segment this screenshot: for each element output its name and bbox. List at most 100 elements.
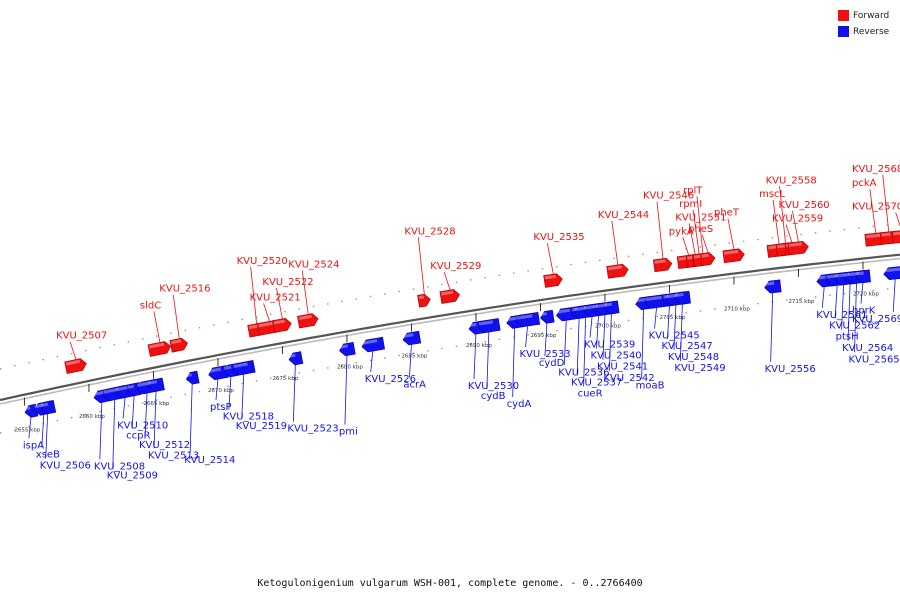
gene-label[interactable]: KVU_2540: [591, 351, 642, 362]
gene-label[interactable]: KVU_2546: [643, 191, 694, 202]
gene-feature[interactable]: [40, 400, 57, 415]
gene-label[interactable]: KVU_2513: [148, 450, 199, 461]
gene-feature[interactable]: [722, 248, 745, 264]
gene-feature[interactable]: [127, 382, 143, 397]
gene-label[interactable]: pheS: [688, 224, 713, 235]
gene-label[interactable]: KVU_2512: [139, 440, 190, 451]
gene-feature[interactable]: [24, 403, 39, 418]
gene-label[interactable]: KVU_2548: [668, 352, 719, 363]
gene-label[interactable]: KVU_2530: [468, 381, 519, 392]
gene-label[interactable]: KVU_2506: [40, 461, 91, 472]
gene-label[interactable]: cueR: [578, 389, 603, 400]
gene-feature[interactable]: [297, 313, 319, 329]
gene-feature[interactable]: [468, 320, 485, 335]
gene-label[interactable]: pmi: [339, 427, 358, 438]
gene-feature[interactable]: [147, 340, 172, 357]
gene-feature[interactable]: [816, 273, 833, 288]
gene-label[interactable]: KVU_2516: [159, 284, 210, 295]
gene-label[interactable]: KVU_2558: [766, 175, 817, 186]
gene-label[interactable]: KVU_2528: [404, 226, 455, 237]
gene-label[interactable]: KVU_2523: [287, 424, 338, 435]
gene-feature[interactable]: [604, 300, 620, 315]
gene-label[interactable]: KVU_2537: [571, 377, 622, 388]
gene-feature[interactable]: [338, 341, 356, 357]
gene-feature[interactable]: [556, 306, 578, 322]
gene-label[interactable]: KVU_2565: [849, 354, 900, 365]
gene-label[interactable]: pckA: [852, 178, 877, 189]
gene-feature[interactable]: [439, 289, 461, 304]
gene-label[interactable]: KVU_2519: [236, 421, 287, 432]
gene-label[interactable]: ptsH: [836, 332, 859, 343]
gene-feature[interactable]: [543, 273, 564, 288]
gene-label[interactable]: KVU_2549: [674, 363, 725, 374]
gene-label[interactable]: KVU_2520: [237, 256, 288, 267]
gene-label[interactable]: rpmI: [679, 199, 702, 210]
gene-label[interactable]: KVU_2522: [262, 277, 313, 288]
gene-label[interactable]: KVU_2569: [852, 314, 900, 325]
gene-label[interactable]: rplT: [683, 186, 703, 197]
gene-label[interactable]: KVU_2521: [250, 292, 301, 303]
gene-label[interactable]: KVU_2507: [56, 331, 107, 342]
gene-feature[interactable]: [855, 269, 871, 284]
gene-feature[interactable]: [208, 365, 229, 381]
gene-feature[interactable]: [417, 293, 432, 308]
gene-label[interactable]: KVU_2544: [598, 210, 649, 221]
gene-label[interactable]: hprK: [852, 306, 876, 317]
gene-label[interactable]: KVU_2542: [603, 373, 654, 384]
gene-label[interactable]: mscL: [759, 189, 785, 200]
gene-feature[interactable]: [764, 279, 782, 294]
gene-feature[interactable]: [478, 318, 501, 334]
gene-feature[interactable]: [147, 377, 165, 393]
gene-feature[interactable]: [674, 290, 691, 305]
gene-feature[interactable]: [232, 360, 256, 376]
gene-label[interactable]: KVU_2526: [365, 374, 416, 385]
gene-feature[interactable]: [515, 312, 541, 328]
gene-label[interactable]: KVU_2559: [772, 214, 823, 225]
gene-label[interactable]: moaB: [636, 380, 665, 391]
gene-feature[interactable]: [288, 351, 304, 366]
gene-label[interactable]: sldC: [140, 301, 161, 312]
gene-label[interactable]: xseB: [36, 450, 60, 461]
gene-label[interactable]: KVU_2570: [852, 202, 900, 213]
gene-label[interactable]: KVU_2560: [779, 200, 830, 211]
gene-feature[interactable]: [606, 263, 629, 279]
gene-label[interactable]: KVU_2551: [675, 213, 726, 224]
gene-label[interactable]: ispA: [23, 440, 44, 451]
gene-label[interactable]: KVU_2509: [107, 471, 158, 482]
gene-label[interactable]: KVU_2541: [597, 362, 648, 373]
gene-label[interactable]: KVU_2547: [662, 341, 713, 352]
gene-label[interactable]: pykA: [669, 226, 694, 237]
gene-label[interactable]: KVU_2510: [117, 421, 168, 432]
gene-label[interactable]: KVU_2508: [94, 461, 145, 472]
gene-label[interactable]: ptsP: [210, 402, 232, 413]
gene-label[interactable]: KVU_2535: [533, 232, 584, 243]
gene-label[interactable]: KVU_2568: [852, 164, 900, 175]
gene-label[interactable]: KVU_2518: [223, 412, 274, 423]
gene-feature[interactable]: [185, 370, 200, 385]
gene-label[interactable]: KVU_2514: [184, 455, 235, 466]
gene-label[interactable]: pheT: [714, 208, 740, 219]
gene-feature[interactable]: [883, 265, 900, 281]
gene-label[interactable]: KVU_2529: [430, 261, 481, 272]
gene-label[interactable]: ccpR: [126, 431, 150, 442]
gene-label[interactable]: cydA: [507, 399, 532, 410]
gene-feature[interactable]: [652, 257, 673, 273]
gene-feature[interactable]: [891, 229, 900, 244]
gene-label[interactable]: KVU_2539: [584, 340, 635, 351]
gene-feature[interactable]: [787, 240, 809, 256]
gene-label[interactable]: cydB: [481, 391, 506, 402]
gene-label[interactable]: KVU_2564: [842, 343, 893, 354]
gene-feature[interactable]: [64, 358, 88, 374]
gene-feature[interactable]: [361, 336, 386, 353]
gene-feature[interactable]: [540, 309, 555, 324]
gene-label[interactable]: acrA: [403, 380, 426, 391]
gene-feature[interactable]: [402, 330, 422, 346]
gene-feature[interactable]: [169, 337, 189, 353]
gene-feature[interactable]: [272, 317, 292, 333]
gene-label[interactable]: KVU_2562: [829, 320, 880, 331]
gene-label[interactable]: KVU_2524: [288, 259, 339, 270]
gene-feature[interactable]: [700, 252, 716, 266]
gene-label[interactable]: cydD: [539, 358, 565, 369]
gene-label[interactable]: KVU_2556: [765, 364, 816, 375]
gene-feature[interactable]: [644, 293, 670, 309]
